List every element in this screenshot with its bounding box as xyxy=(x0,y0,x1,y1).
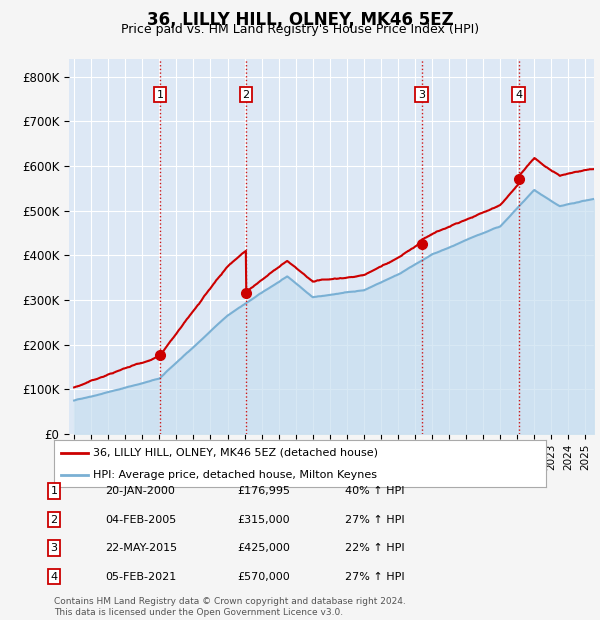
Text: 4: 4 xyxy=(515,90,523,100)
Text: Contains HM Land Registry data © Crown copyright and database right 2024.
This d: Contains HM Land Registry data © Crown c… xyxy=(54,598,406,617)
Text: 27% ↑ HPI: 27% ↑ HPI xyxy=(345,515,404,525)
Text: £570,000: £570,000 xyxy=(237,572,290,582)
Text: £315,000: £315,000 xyxy=(237,515,290,525)
Text: 20-JAN-2000: 20-JAN-2000 xyxy=(105,486,175,496)
Text: 3: 3 xyxy=(418,90,425,100)
Text: 4: 4 xyxy=(50,572,58,582)
Text: 27% ↑ HPI: 27% ↑ HPI xyxy=(345,572,404,582)
Text: 2: 2 xyxy=(242,90,250,100)
Text: 2: 2 xyxy=(50,515,58,525)
Text: 36, LILLY HILL, OLNEY, MK46 5EZ: 36, LILLY HILL, OLNEY, MK46 5EZ xyxy=(146,11,454,29)
Text: 22% ↑ HPI: 22% ↑ HPI xyxy=(345,543,404,553)
Text: 40% ↑ HPI: 40% ↑ HPI xyxy=(345,486,404,496)
Text: HPI: Average price, detached house, Milton Keynes: HPI: Average price, detached house, Milt… xyxy=(94,470,377,480)
Text: 04-FEB-2005: 04-FEB-2005 xyxy=(105,515,176,525)
Text: £176,995: £176,995 xyxy=(237,486,290,496)
Text: 3: 3 xyxy=(50,543,58,553)
Text: 1: 1 xyxy=(50,486,58,496)
Text: 36, LILLY HILL, OLNEY, MK46 5EZ (detached house): 36, LILLY HILL, OLNEY, MK46 5EZ (detache… xyxy=(94,448,379,458)
Text: 1: 1 xyxy=(157,90,164,100)
Text: Price paid vs. HM Land Registry's House Price Index (HPI): Price paid vs. HM Land Registry's House … xyxy=(121,23,479,36)
Text: 05-FEB-2021: 05-FEB-2021 xyxy=(105,572,176,582)
Text: £425,000: £425,000 xyxy=(237,543,290,553)
Text: 22-MAY-2015: 22-MAY-2015 xyxy=(105,543,177,553)
